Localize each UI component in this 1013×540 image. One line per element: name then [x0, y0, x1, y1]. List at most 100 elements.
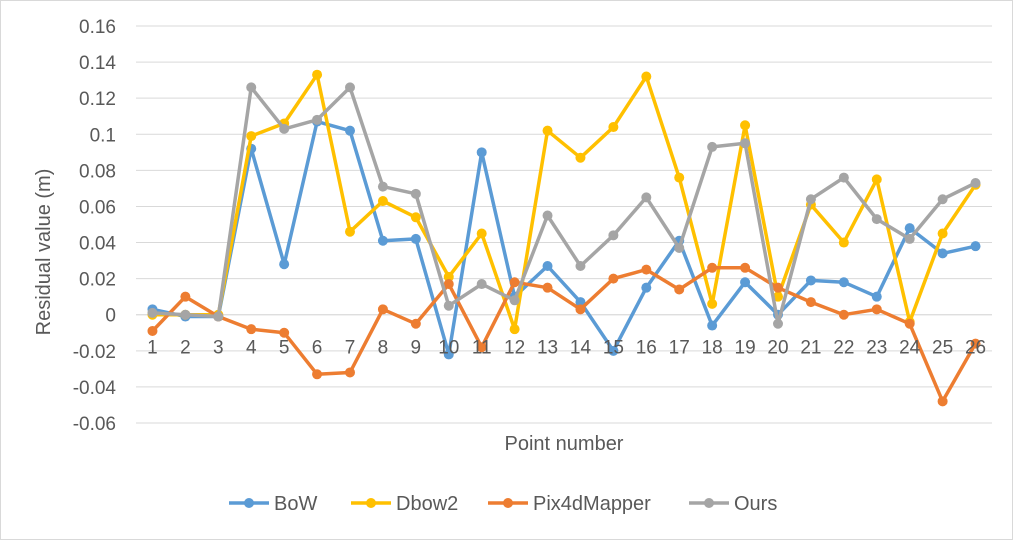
data-point — [443, 271, 454, 282]
data-point — [641, 264, 652, 275]
x-tick-label: 7 — [345, 338, 356, 359]
y-tick-label: 0.08 — [79, 161, 116, 182]
data-point — [312, 114, 323, 125]
data-point — [509, 277, 520, 288]
x-tick-label: 6 — [312, 338, 323, 359]
x-tick-label: 8 — [378, 338, 389, 359]
data-point — [937, 228, 948, 239]
data-point — [641, 71, 652, 82]
data-point — [805, 275, 816, 286]
y-tick-label: 0.16 — [79, 17, 116, 38]
data-point — [608, 230, 619, 241]
data-point — [641, 282, 652, 293]
data-point — [377, 196, 388, 207]
data-point — [904, 233, 915, 244]
data-point — [674, 242, 685, 253]
data-point — [838, 277, 849, 288]
data-point — [345, 367, 355, 378]
data-point — [904, 223, 915, 234]
data-point — [377, 235, 388, 246]
y-axis-ticks: -0.06 -0.04 -0.02 0 0.02 0.04 0.06 0.08 0.1 0.12 0… — [73, 17, 117, 435]
data-point — [509, 324, 520, 335]
data-point — [542, 210, 553, 221]
data-point — [707, 298, 718, 309]
data-point — [476, 228, 487, 239]
data-point — [674, 172, 685, 183]
series-pix4dmapper — [147, 262, 981, 407]
series-lines — [147, 69, 981, 407]
data-point — [871, 174, 882, 185]
data-point — [147, 307, 158, 318]
y-tick-label: -0.02 — [73, 342, 116, 363]
data-point — [345, 125, 355, 136]
data-point — [542, 125, 553, 136]
data-point — [246, 324, 257, 335]
data-point — [937, 194, 948, 205]
legend-marker — [244, 498, 254, 508]
data-point — [773, 318, 783, 329]
x-tick-label: 15 — [603, 338, 624, 359]
x-tick-label: 11 — [472, 338, 492, 359]
y-tick-label: -0.04 — [73, 378, 117, 399]
legend-label: Pix4dMapper — [533, 493, 651, 515]
legend-item: BoW — [229, 493, 317, 515]
data-point — [937, 396, 948, 407]
data-point — [443, 300, 454, 311]
data-point — [312, 369, 323, 380]
y-tick-label: 0.14 — [79, 53, 116, 74]
data-point — [608, 122, 619, 133]
y-tick-label: 0.04 — [79, 234, 116, 255]
data-point — [410, 188, 421, 199]
data-point — [180, 291, 191, 302]
data-point — [871, 304, 882, 315]
data-point — [871, 214, 882, 225]
x-tick-label: 2 — [180, 338, 191, 359]
data-point — [312, 69, 323, 80]
x-axis-title: Point number — [505, 433, 624, 455]
data-point — [937, 248, 948, 259]
data-point — [740, 277, 751, 288]
legend-label: Dbow2 — [396, 493, 458, 515]
data-point — [575, 152, 586, 163]
x-tick-label: 25 — [932, 338, 953, 359]
data-point — [805, 297, 816, 308]
x-tick-label: 23 — [866, 338, 887, 359]
legend-item: Dbow2 — [351, 493, 458, 515]
data-point — [410, 318, 421, 329]
x-tick-label: 24 — [899, 338, 921, 359]
data-point — [542, 261, 553, 272]
data-point — [707, 262, 718, 273]
legend-item: Pix4dMapper — [488, 493, 651, 515]
data-point — [838, 309, 849, 320]
data-point — [443, 349, 454, 360]
x-tick-label: 4 — [246, 338, 257, 359]
y-tick-label: 0.06 — [79, 197, 116, 218]
data-point — [674, 284, 685, 295]
data-point — [279, 123, 290, 134]
y-tick-label: 0.02 — [79, 270, 116, 291]
data-point — [740, 262, 751, 273]
y-axis-title: Residual value (m) — [33, 169, 55, 336]
legend-label: Ours — [734, 493, 777, 515]
x-tick-label: 14 — [570, 338, 592, 359]
x-tick-label: 18 — [702, 338, 723, 359]
data-point — [838, 172, 849, 183]
x-tick-label: 1 — [147, 338, 158, 359]
data-point — [377, 304, 388, 315]
data-point — [740, 120, 751, 131]
x-tick-label: 20 — [767, 338, 788, 359]
series-line — [152, 72, 977, 331]
series-ours — [147, 82, 981, 329]
x-tick-label: 5 — [279, 338, 290, 359]
x-tick-label: 9 — [411, 338, 422, 359]
legend: BoW Dbow2 Pix4dMapper Ours — [229, 493, 777, 515]
data-point — [608, 273, 619, 284]
x-axis-ticks: 1 2 3 4 5 6 7 8 9 10 11 12 13 14 15 16 17 18 19 20 21 22 23 24 2… — [147, 338, 986, 359]
data-point — [904, 318, 915, 329]
data-point — [147, 325, 158, 336]
legend-item: Ours — [689, 493, 777, 515]
data-point — [773, 291, 783, 302]
data-point — [377, 181, 388, 192]
